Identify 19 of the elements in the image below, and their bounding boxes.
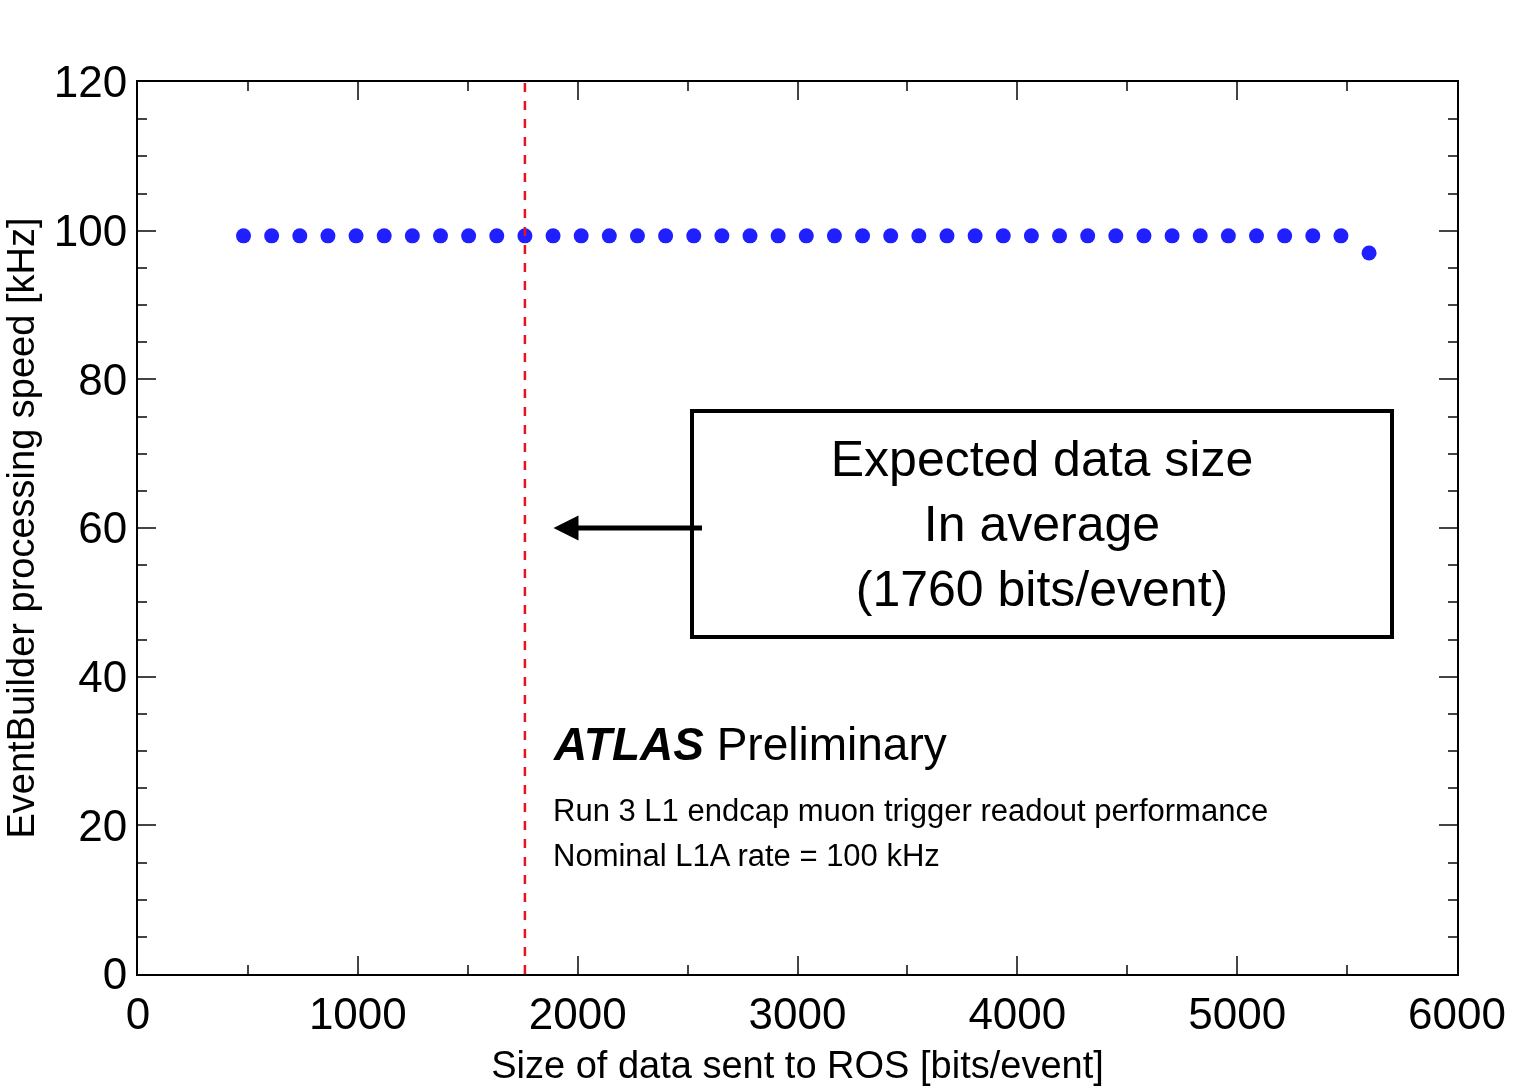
x-tick-label: 1000 <box>308 988 407 1038</box>
y-tick-label: 100 <box>53 206 128 256</box>
y-tick-label: 20 <box>78 800 128 850</box>
y-tick-label: 40 <box>78 652 128 702</box>
y-tick-label: 80 <box>78 354 128 404</box>
x-tick-label: 4000 <box>968 988 1067 1038</box>
annotation: Nominal L1A rate = 100 kHz <box>553 838 940 873</box>
x-tick-label: 5000 <box>1188 988 1287 1038</box>
x-tick-label: 6000 <box>1408 988 1506 1038</box>
annotation: Expected data size In average (1760 bits/event) <box>830 431 1254 617</box>
y-tick-label: 0 <box>102 949 128 999</box>
y-tick-label: 120 <box>53 57 128 107</box>
x-tick-label: 3000 <box>748 988 847 1038</box>
y-tick-label: 60 <box>78 503 128 553</box>
annotation: ATLAS Preliminary <box>553 718 947 770</box>
annotation: Run 3 L1 endcap muon trigger readout performance <box>553 793 1269 828</box>
x-tick-label: 2000 <box>528 988 627 1038</box>
x-axis-title: Size of data sent to ROS [bits/event] <box>491 1044 1104 1087</box>
y-axis-title: EventBuilder processing speed [kHz] <box>0 217 42 839</box>
